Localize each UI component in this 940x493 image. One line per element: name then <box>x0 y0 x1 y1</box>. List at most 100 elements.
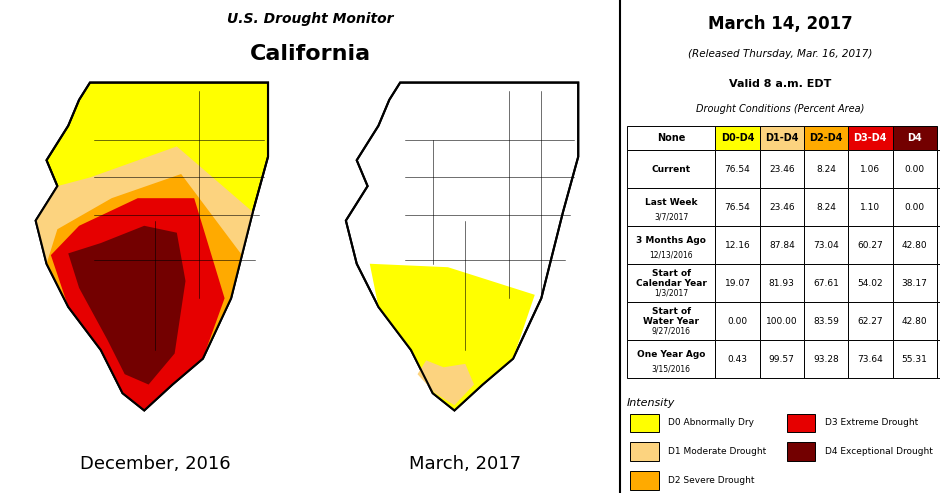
Bar <box>715 264 760 302</box>
Text: D0-D4: D0-D4 <box>721 133 754 143</box>
Bar <box>848 226 892 264</box>
Text: 81.93: 81.93 <box>769 279 794 288</box>
Text: 12.16: 12.16 <box>725 241 750 250</box>
Text: 42.80: 42.80 <box>901 317 928 326</box>
Polygon shape <box>36 82 268 410</box>
Text: One Year Ago: One Year Ago <box>637 350 705 359</box>
Bar <box>627 150 715 188</box>
Bar <box>892 264 937 302</box>
Bar <box>804 226 848 264</box>
Text: 3/7/2017: 3/7/2017 <box>654 212 688 221</box>
Bar <box>804 126 848 150</box>
Bar <box>627 126 715 150</box>
Text: March, 2017: March, 2017 <box>409 455 522 473</box>
Text: 8.24: 8.24 <box>816 165 836 174</box>
Polygon shape <box>369 264 535 410</box>
Text: None: None <box>657 133 685 143</box>
Text: D4: D4 <box>907 133 922 143</box>
Bar <box>715 302 760 340</box>
Bar <box>892 340 937 378</box>
Bar <box>937 340 940 378</box>
Text: 1.06: 1.06 <box>860 165 881 174</box>
Text: 0.00: 0.00 <box>728 317 747 326</box>
Text: California: California <box>250 44 370 65</box>
Text: 67.61: 67.61 <box>813 279 839 288</box>
Bar <box>760 188 804 226</box>
Bar <box>715 150 760 188</box>
Text: 87.84: 87.84 <box>769 241 794 250</box>
Text: 0.43: 0.43 <box>728 354 747 364</box>
Polygon shape <box>346 82 578 410</box>
Bar <box>804 302 848 340</box>
Bar <box>892 150 937 188</box>
Bar <box>627 340 715 378</box>
Bar <box>848 188 892 226</box>
Text: 42.80: 42.80 <box>901 241 928 250</box>
Text: Start of
Water Year: Start of Water Year <box>643 307 699 326</box>
Bar <box>630 414 659 432</box>
Bar <box>892 126 937 150</box>
Bar <box>760 302 804 340</box>
Bar <box>848 126 892 150</box>
Bar <box>892 302 937 340</box>
Bar <box>627 264 715 302</box>
Text: 1/3/2017: 1/3/2017 <box>654 288 688 297</box>
Text: 60.27: 60.27 <box>857 241 884 250</box>
Bar <box>848 302 892 340</box>
Bar <box>630 471 659 490</box>
Bar <box>937 188 940 226</box>
Text: 73.04: 73.04 <box>813 241 839 250</box>
Bar <box>715 340 760 378</box>
Text: D3 Extreme Drought: D3 Extreme Drought <box>825 419 918 427</box>
Bar <box>627 188 715 226</box>
Bar <box>892 226 937 264</box>
Text: Intensity: Intensity <box>627 398 675 408</box>
Text: Start of
Calendar Year: Start of Calendar Year <box>635 269 707 288</box>
Text: 8.24: 8.24 <box>816 203 836 212</box>
Bar <box>760 340 804 378</box>
Text: 3 Months Ago: 3 Months Ago <box>636 236 706 245</box>
Text: 55.31: 55.31 <box>901 354 928 364</box>
Text: Current: Current <box>651 165 691 174</box>
Bar <box>787 414 815 432</box>
Bar <box>848 340 892 378</box>
Bar <box>627 226 715 264</box>
Bar <box>760 264 804 302</box>
Bar <box>760 226 804 264</box>
Bar <box>937 302 940 340</box>
Text: D1-D4: D1-D4 <box>765 133 799 143</box>
Bar <box>760 150 804 188</box>
Bar <box>804 150 848 188</box>
Bar <box>804 188 848 226</box>
Text: D4 Exceptional Drought: D4 Exceptional Drought <box>825 447 932 456</box>
Text: 54.02: 54.02 <box>857 279 884 288</box>
Text: 76.54: 76.54 <box>725 165 750 174</box>
Text: Drought Conditions (Percent Area): Drought Conditions (Percent Area) <box>696 104 865 113</box>
Text: D1 Moderate Drought: D1 Moderate Drought <box>668 447 767 456</box>
Text: 23.46: 23.46 <box>769 203 794 212</box>
Polygon shape <box>36 146 253 410</box>
Bar <box>937 150 940 188</box>
Polygon shape <box>51 198 225 410</box>
Text: 9/27/2016: 9/27/2016 <box>651 326 691 335</box>
Text: D0 Abnormally Dry: D0 Abnormally Dry <box>668 419 754 427</box>
Bar <box>760 126 804 150</box>
Text: 93.28: 93.28 <box>813 354 839 364</box>
Text: D2-D4: D2-D4 <box>809 133 843 143</box>
Bar <box>627 302 715 340</box>
Bar <box>937 264 940 302</box>
Text: 73.64: 73.64 <box>857 354 884 364</box>
Text: 38.17: 38.17 <box>901 279 928 288</box>
Text: 76.54: 76.54 <box>725 203 750 212</box>
Polygon shape <box>417 360 474 405</box>
Text: December, 2016: December, 2016 <box>80 455 230 473</box>
Text: 12/13/2016: 12/13/2016 <box>650 250 693 259</box>
Text: 0.00: 0.00 <box>904 203 925 212</box>
Text: 3/15/2016: 3/15/2016 <box>651 364 691 373</box>
Polygon shape <box>69 226 185 385</box>
Bar <box>630 442 659 461</box>
Text: D2 Severe Drought: D2 Severe Drought <box>668 476 755 485</box>
Bar <box>787 442 815 461</box>
Bar <box>848 264 892 302</box>
Bar <box>804 264 848 302</box>
